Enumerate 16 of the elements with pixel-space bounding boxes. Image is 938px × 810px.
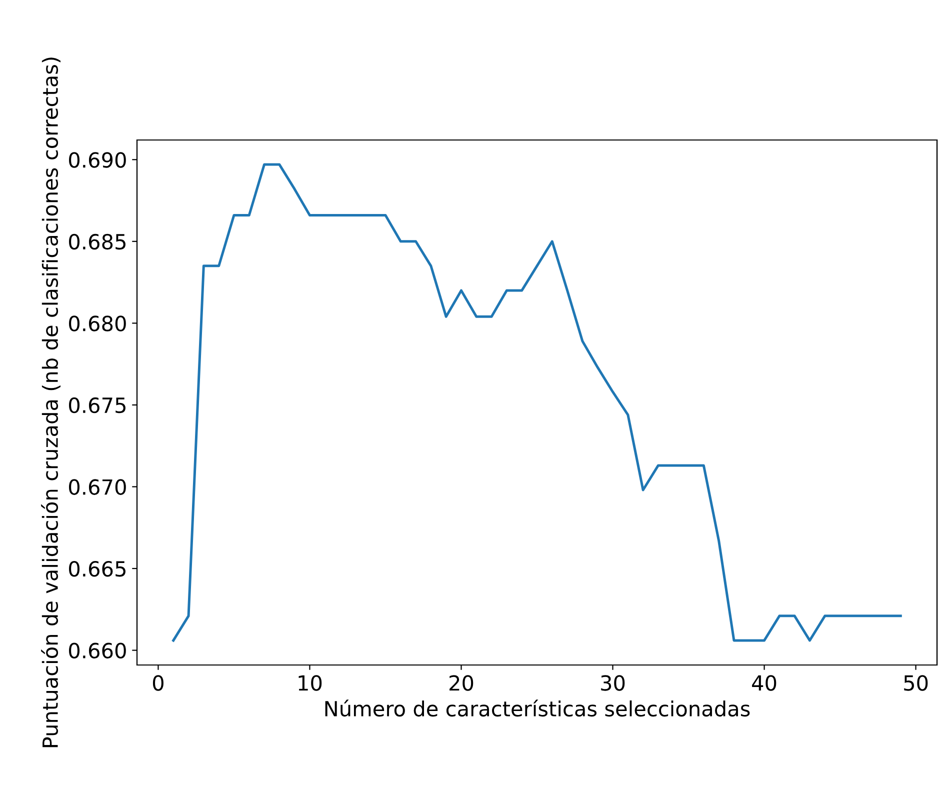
y-tick-label: 0.660	[69, 642, 126, 658]
y-tick-label: 0.670	[69, 479, 126, 495]
x-tick-label: 20	[450, 675, 474, 691]
y-tick-label: 0.675	[69, 397, 126, 414]
x-tick-label: 30	[601, 675, 625, 691]
y-axis-title: Puntuación de validación cruzada (nb de clasificaciones correctas)	[41, 58, 60, 748]
y-tick-label: 0.690	[69, 152, 126, 168]
x-axis-title: Número de características seleccionadas	[325, 700, 750, 717]
y-tick-label: 0.685	[69, 234, 126, 250]
x-tick-label: 10	[298, 675, 322, 691]
x-tick-label: 40	[752, 675, 776, 691]
x-tick-label: 0	[152, 675, 164, 691]
line-series	[172, 163, 902, 642]
x-tick-label: 50	[904, 675, 928, 691]
y-tick-label: 0.665	[69, 560, 126, 577]
y-tick-label: 0.680	[69, 316, 126, 332]
